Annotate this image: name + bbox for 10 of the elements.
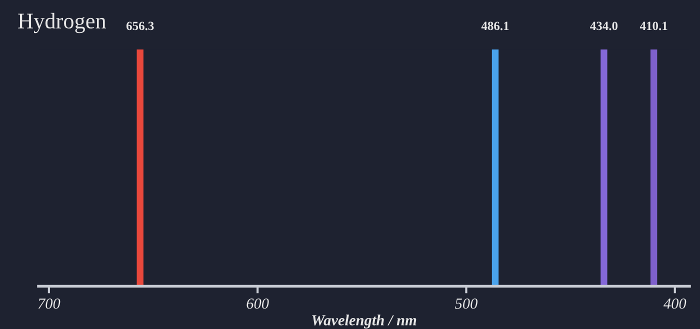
chart-title: Hydrogen — [18, 12, 106, 34]
x-axis-title: Wavelength / nm — [312, 314, 416, 329]
x-tick-label: 700 — [38, 298, 60, 309]
x-tick-label: 400 — [663, 298, 686, 309]
annotation: 410.1 — [640, 22, 668, 30]
annotation: 434.0 — [590, 22, 618, 30]
x-tick-label: 600 — [246, 298, 269, 309]
annotation: 486.1 — [481, 22, 509, 30]
x-tick-label: 500 — [455, 298, 478, 309]
annotation: 656.3 — [126, 22, 154, 30]
